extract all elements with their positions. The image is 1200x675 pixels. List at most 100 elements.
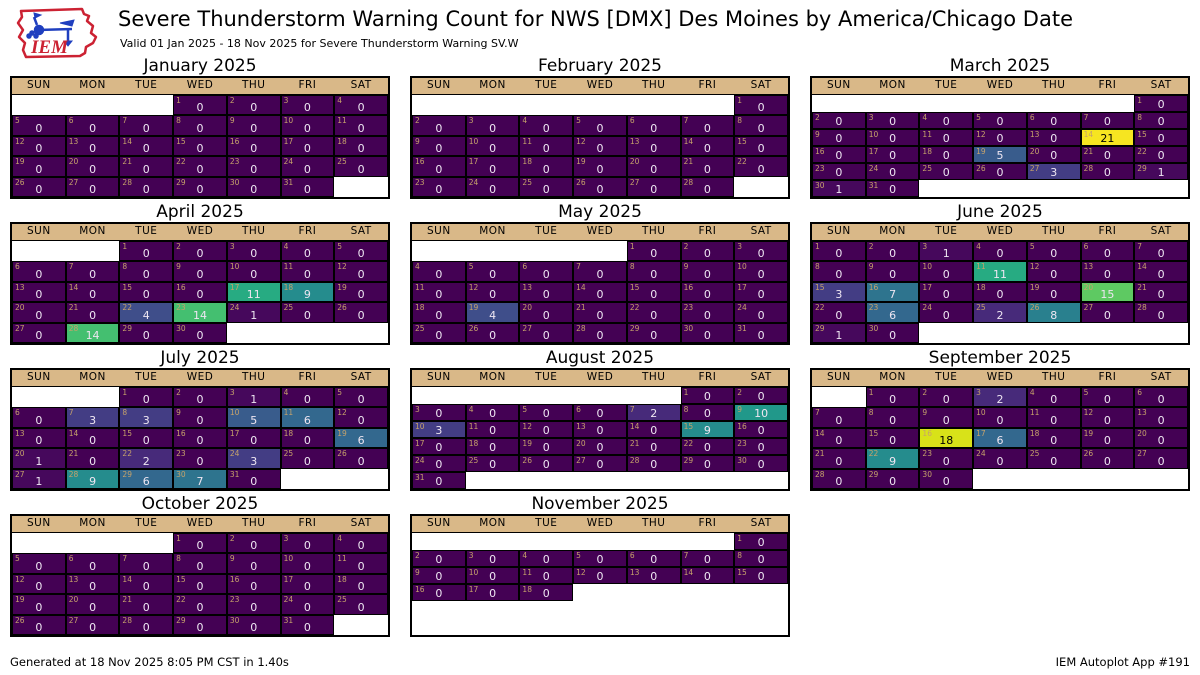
empty-day-cell	[1134, 468, 1188, 489]
day-count: 0	[757, 121, 765, 135]
weekday-header: FRI	[698, 225, 717, 237]
day-count: 0	[35, 620, 43, 634]
calendar-day-cell: 28 14	[65, 322, 120, 343]
day-number: 2	[922, 388, 928, 397]
empty-day-cell	[573, 95, 627, 116]
day-count: 1	[35, 474, 43, 488]
day-number: 16	[737, 422, 747, 431]
day-count: 1	[250, 308, 258, 322]
empty-day-cell	[465, 472, 520, 489]
calendar-day-cell: 20 15	[1080, 281, 1135, 303]
weekday-header: FRI	[298, 225, 317, 237]
day-number: 27	[15, 323, 25, 333]
day-count: 0	[1157, 247, 1165, 261]
day-count: 0	[435, 288, 443, 302]
day-number: 26	[1083, 449, 1094, 459]
empty-day-cell	[334, 614, 388, 635]
month-title: September 2025	[928, 348, 1072, 368]
calendar-day-cell: 20 0	[65, 156, 120, 177]
day-count: 0	[757, 441, 765, 454]
day-number: 29	[1137, 164, 1147, 173]
day-number: 21	[122, 157, 132, 167]
calendar-day-cell: 13 0	[12, 427, 66, 449]
day-number: 7	[1083, 113, 1089, 122]
day-count: 0	[357, 142, 365, 156]
calendar-day-cell: 10 0	[280, 115, 335, 136]
day-count: 0	[489, 121, 497, 135]
day-count: 0	[435, 142, 443, 156]
day-count: 0	[89, 580, 97, 594]
day-number: 22	[737, 157, 747, 167]
weekday-header: TUE	[935, 225, 958, 237]
day-number: 23	[229, 157, 240, 167]
day-number: 6	[1029, 113, 1035, 122]
day-count: 0	[489, 162, 497, 176]
day-count: 0	[250, 559, 258, 573]
day-number: 12	[576, 568, 586, 577]
empty-day-cell	[65, 95, 120, 116]
day-number: 3	[922, 242, 928, 251]
calendar-day-cell: 10 0	[465, 135, 520, 157]
weekday-header: FRI	[698, 371, 717, 383]
day-number: 15	[122, 428, 132, 438]
day-number: 29	[683, 456, 694, 465]
calendar-day-cell: 11 0	[519, 567, 574, 584]
calendar-day-cell: 17 0	[280, 135, 335, 157]
weekday-header: MON	[879, 371, 906, 383]
month-title: January 2025	[143, 56, 257, 76]
day-count: 0	[35, 182, 43, 196]
weekday-header: SAT	[750, 79, 772, 91]
month-weeks: 1 0 2 0 3 0 4 0 5 0 6 0 7 0 8 0 9 0 10 0 11 0 12 0 13 0 14 0 15 0 16 0 1…	[412, 533, 788, 635]
calendar-day-cell: 25 0	[919, 163, 974, 180]
weekday-header: SAT	[350, 371, 372, 383]
day-count: 0	[196, 288, 204, 302]
calendar-day-cell: 18 0	[973, 281, 1027, 303]
day-number: 28	[122, 615, 132, 625]
day-count: 0	[650, 247, 658, 261]
day-number: 6	[15, 408, 20, 418]
weekday-header: SAT	[350, 225, 372, 237]
calendar-day-cell: 25 0	[280, 302, 335, 323]
calendar-day-cell: 26 0	[973, 163, 1027, 180]
calendar-day-cell: 18 0	[334, 135, 388, 157]
calendar-day-cell: 13 0	[65, 135, 120, 157]
day-number: 21	[629, 439, 640, 448]
day-count: 0	[889, 393, 897, 407]
day-count: 0	[250, 101, 258, 115]
empty-day-cell	[65, 387, 120, 408]
day-count: 0	[757, 162, 765, 176]
calendar-day-cell: 21 0	[1134, 281, 1188, 303]
day-number: 28	[122, 177, 132, 187]
day-number: 11	[337, 116, 347, 126]
day-number: 21	[815, 449, 825, 459]
weekday-header: THU	[641, 517, 666, 529]
week-row: 20 0 21 0 22 4 23 14 24 1 25 0 26 0	[12, 302, 388, 323]
day-number: 30	[737, 456, 747, 465]
day-count: 0	[757, 390, 765, 403]
month-title: May 2025	[558, 202, 642, 222]
day-count: 0	[996, 413, 1004, 427]
empty-day-cell	[626, 584, 681, 601]
day-count: 0	[835, 115, 843, 128]
day-count: 0	[435, 182, 443, 196]
day-count: 0	[1157, 454, 1165, 468]
calendar-day-cell: 16 0	[412, 156, 466, 177]
day-count: 0	[357, 454, 365, 468]
calendar-day-cell: 12 0	[573, 135, 627, 157]
empty-day-cell	[465, 533, 520, 550]
day-count: 0	[196, 182, 204, 196]
day-number: 21	[576, 303, 586, 313]
day-number: 5	[576, 116, 581, 126]
day-number: 20	[1137, 428, 1147, 438]
calendar-day-cell: 17 0	[734, 281, 788, 303]
